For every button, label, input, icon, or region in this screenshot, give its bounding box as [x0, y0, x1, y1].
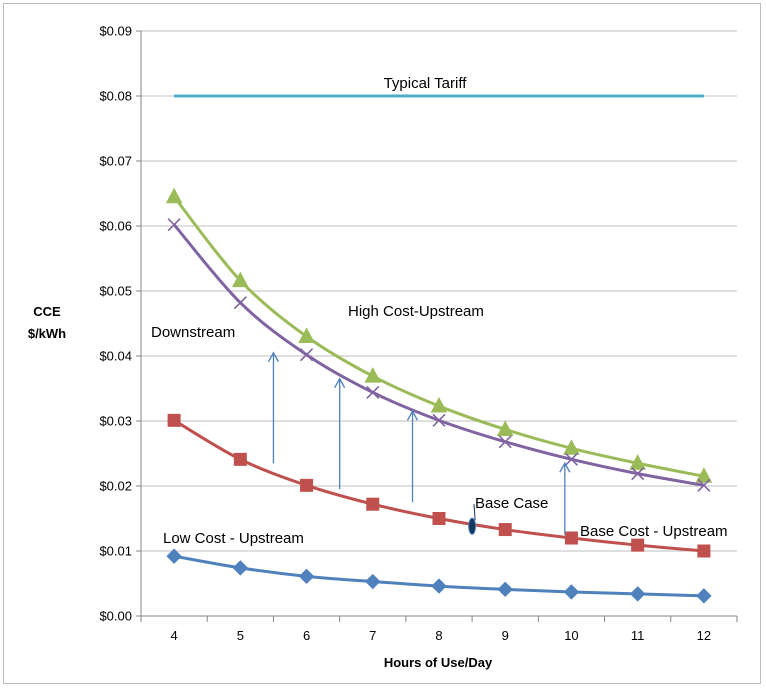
chart-frame — [3, 3, 761, 684]
diamond-marker — [629, 586, 646, 602]
y-tick-label: $0.09 — [99, 24, 132, 39]
series-layer — [165, 94, 713, 604]
triangle-marker — [298, 327, 315, 343]
series-line — [172, 223, 705, 487]
y-axis-label-line2: $/kWh — [28, 326, 66, 341]
series-high-cost-upstream — [165, 187, 713, 483]
arrow-head — [406, 409, 419, 421]
x-marker — [366, 385, 380, 399]
square-marker — [300, 478, 314, 492]
arrow-head — [267, 351, 280, 363]
x-tick-label: 10 — [564, 628, 578, 643]
downstream-label: Downstream — [151, 324, 235, 341]
y-tick-label: $0.01 — [99, 544, 132, 559]
high-cost-upstream-label: High Cost-Upstream — [348, 303, 484, 320]
y-tick-label: $0.06 — [99, 219, 132, 234]
low-cost-upstream-label: Low Cost - Upstream — [163, 530, 304, 547]
x-marker — [233, 296, 247, 310]
triangle-marker — [430, 396, 448, 413]
triangle-marker — [364, 367, 382, 383]
square-marker — [233, 452, 247, 466]
diamond-marker — [365, 573, 381, 590]
x-marker — [432, 413, 446, 427]
x-tick-label: 8 — [435, 628, 442, 643]
square-marker — [167, 413, 181, 427]
square-marker — [631, 538, 645, 552]
square-marker — [432, 512, 446, 525]
upward-arrow — [406, 409, 419, 503]
triangle-marker — [496, 420, 514, 436]
axes — [136, 30, 738, 622]
diamond-marker — [232, 560, 249, 576]
base-case-label: Base Case — [475, 495, 548, 512]
x-marker — [167, 218, 181, 232]
arrow-head — [559, 461, 571, 473]
y-tick-label: $0.00 — [99, 609, 132, 624]
series-downstream — [167, 218, 711, 492]
y-axis-label-line1: CCE — [33, 304, 61, 319]
x-tick-label: 12 — [697, 628, 711, 643]
y-tick-label: $0.02 — [99, 479, 132, 494]
x-marker — [697, 478, 711, 492]
x-tick-label: 9 — [502, 628, 509, 643]
y-tick-label: $0.03 — [99, 414, 132, 429]
triangle-marker — [563, 439, 580, 455]
x-tick-label: 7 — [369, 628, 376, 643]
base-case-marker — [468, 517, 477, 535]
x-marker — [564, 452, 579, 466]
typical-tariff-label: Typical Tariff — [384, 75, 468, 92]
x-tick-label: 6 — [303, 628, 310, 643]
square-marker — [697, 544, 711, 558]
square-marker — [564, 531, 578, 545]
x-marker — [631, 467, 645, 481]
diamond-marker — [431, 578, 447, 594]
triangle-marker — [629, 454, 647, 470]
upward-arrow — [559, 461, 571, 535]
upward-arrow — [267, 351, 280, 464]
triangle-marker — [165, 187, 183, 204]
upward-arrow — [334, 377, 346, 490]
diamond-marker — [563, 584, 580, 600]
triangle-marker — [695, 467, 713, 483]
y-tick-label: $0.05 — [99, 284, 132, 299]
y-tick-label: $0.07 — [99, 154, 132, 169]
x-marker — [299, 348, 314, 362]
y-tick-label: $0.04 — [99, 349, 132, 364]
diamond-marker — [166, 548, 182, 564]
y-tick-labels: $0.00 $0.01 $0.02 $0.03 $0.04 $0.05 $0.06 $0.07… — [99, 24, 132, 624]
diamond-marker — [298, 568, 315, 585]
diamond-marker — [696, 588, 712, 604]
x-axis-label: Hours of Use/Day — [384, 655, 493, 670]
x-tick-label: 11 — [631, 628, 645, 643]
square-marker — [366, 497, 380, 511]
base-cost-upstream-label: Base Cost - Upstream — [580, 523, 728, 540]
square-marker — [498, 523, 512, 537]
x-tick-labels: 4 5 6 7 8 9 10 11 12 — [170, 628, 711, 643]
triangle-marker — [231, 271, 249, 288]
x-marker — [498, 435, 512, 449]
arrow-head — [334, 377, 346, 389]
diamond-marker — [497, 581, 513, 598]
series-line — [172, 195, 705, 478]
y-tick-label: $0.08 — [99, 89, 132, 104]
x-tick-label: 4 — [170, 628, 177, 643]
series-base-cost-upstream — [167, 413, 711, 558]
series-low-cost-upstream — [166, 548, 712, 604]
base-case-leader — [473, 503, 476, 521]
x-tick-label: 5 — [237, 628, 244, 643]
arrows-layer — [267, 351, 571, 535]
